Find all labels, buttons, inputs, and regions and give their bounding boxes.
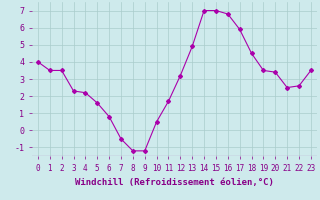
X-axis label: Windchill (Refroidissement éolien,°C): Windchill (Refroidissement éolien,°C) — [75, 178, 274, 187]
